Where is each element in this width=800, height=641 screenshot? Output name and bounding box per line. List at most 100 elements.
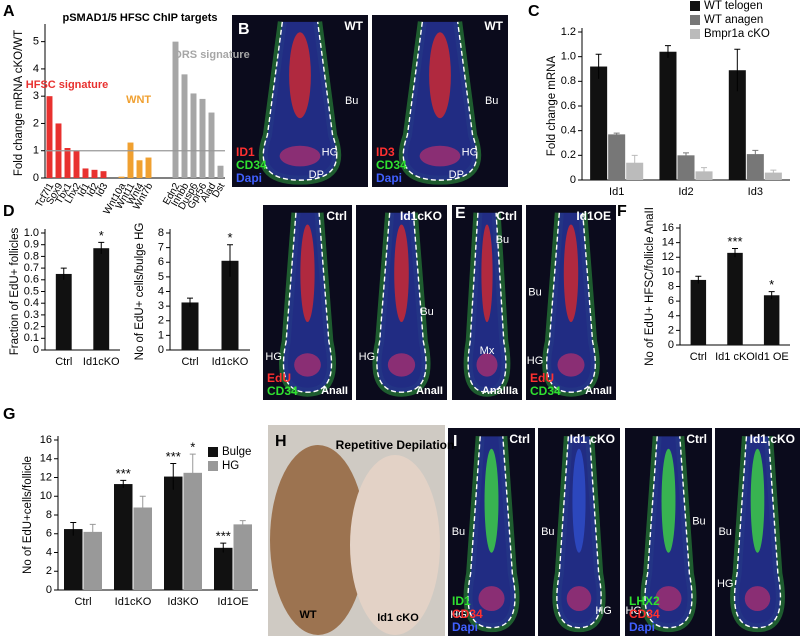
signal [563, 224, 579, 322]
image-tag: Id1cKO [400, 209, 442, 223]
region-label: HG [527, 355, 544, 367]
bar [100, 171, 107, 178]
x-tick-label: Id1 cKO [715, 351, 755, 363]
bar [199, 98, 206, 178]
region-label: Mx [480, 345, 495, 357]
signal [744, 586, 771, 612]
legend-swatch [690, 29, 700, 39]
mouse [270, 445, 366, 635]
stain-label: CD34 [452, 607, 483, 621]
group-label: WNT [126, 94, 151, 106]
legend-label: WT telogen [704, 0, 763, 12]
y-tick-label: 5 [158, 271, 164, 283]
follicle-outline [644, 436, 693, 629]
x-tick-label: Id3KO [167, 596, 199, 608]
error-bar [220, 542, 227, 553]
region-label: HG [462, 147, 479, 159]
bar [164, 476, 183, 590]
signal [429, 32, 451, 119]
significance: * [99, 228, 104, 243]
y-tick-label: 6 [46, 528, 52, 540]
follicle-outline [402, 21, 478, 181]
bar [221, 260, 239, 350]
significance: *** [727, 234, 742, 249]
stage-label: AnaII [416, 385, 443, 397]
mouse [350, 455, 440, 635]
legend-swatch [208, 447, 218, 457]
y-tick-label: 8 [46, 509, 52, 521]
signal [566, 586, 592, 612]
image-tag: Ctrl [686, 432, 707, 446]
y-tick-label: 10 [40, 490, 52, 502]
bar [172, 41, 179, 178]
legend-label: WT anagen [704, 14, 763, 26]
stage-label: AnaII [585, 385, 612, 397]
y-tick-label: 4 [158, 285, 164, 297]
y-tick-label: 0 [46, 584, 52, 596]
stain-label: CD34 [530, 384, 561, 398]
image-tag: Id1OE [576, 209, 611, 223]
group-label: HFSC signature [26, 79, 109, 91]
y-tick-label: 3 [158, 300, 164, 312]
bar [728, 70, 746, 180]
error-bar [613, 132, 620, 136]
region-label: HG [625, 605, 642, 617]
y-axis-label: Fold change mRNA cKO/WT [13, 30, 25, 176]
bar [183, 472, 202, 590]
bar [133, 507, 152, 590]
signal [572, 448, 586, 553]
x-tick-label: Ctrl [181, 356, 198, 368]
signal [419, 145, 461, 167]
y-tick-label: 0.4 [561, 125, 576, 137]
y-tick-label: 2 [668, 324, 674, 336]
error-bar [732, 247, 738, 258]
y-tick-label: 0 [570, 174, 576, 186]
stain-label: CD34 [376, 158, 407, 172]
y-tick-label: 1.2 [561, 26, 576, 38]
error-bar [98, 241, 105, 255]
legend-label: Bmpr1a cKO [704, 28, 770, 40]
y-tick-label: 8 [158, 227, 164, 239]
stain-label: ID3 [376, 145, 395, 159]
y-tick-label: 4 [33, 63, 39, 75]
y-axis-label: No of EdU+ cells/bulge HG [134, 223, 146, 361]
y-tick-label: 1 [158, 329, 164, 341]
legend-label: Bulge [222, 446, 251, 458]
bar [145, 157, 152, 178]
signal [476, 353, 498, 377]
region-label: Bu [452, 526, 465, 538]
y-tick-label: 2 [33, 117, 39, 129]
image-tag: Ctrl [326, 209, 347, 223]
stain-label: ID1 [452, 594, 471, 608]
significance: * [227, 230, 232, 245]
stain-label: CD34 [236, 158, 267, 172]
signal [394, 224, 409, 322]
error-bar [120, 479, 127, 488]
y-tick-label: 0.7 [24, 262, 39, 274]
bar [55, 273, 72, 350]
image-tag: Ctrl [496, 209, 517, 223]
panel-label: B [238, 21, 250, 38]
bar [659, 51, 677, 180]
stain-label: ID1 [236, 145, 255, 159]
bar [83, 531, 102, 590]
error-bar [664, 45, 671, 58]
significance: * [190, 440, 195, 455]
bar [233, 524, 252, 590]
region-label: HG [595, 605, 612, 617]
region-label: DP [449, 169, 464, 181]
photo-label: Id1 cKO [377, 612, 419, 624]
bar [214, 547, 233, 590]
signal [478, 586, 505, 612]
x-tick-label: Ctrl [74, 596, 91, 608]
y-tick-label: 3 [33, 90, 39, 102]
stain-label: Dapi [236, 171, 262, 185]
stain-label: CD34 [267, 384, 298, 398]
stage-label: AnaII [321, 385, 348, 397]
region-label: HG [359, 351, 376, 363]
signal [484, 448, 499, 553]
bar [746, 154, 764, 180]
y-axis-label: No of EdU+ HFSC/follicle AnaII [644, 207, 656, 366]
content: WTBuHGDPID1CD34DapiWTBuHGDPID3CD34DapiCt… [9, 0, 800, 636]
bar [181, 74, 188, 178]
